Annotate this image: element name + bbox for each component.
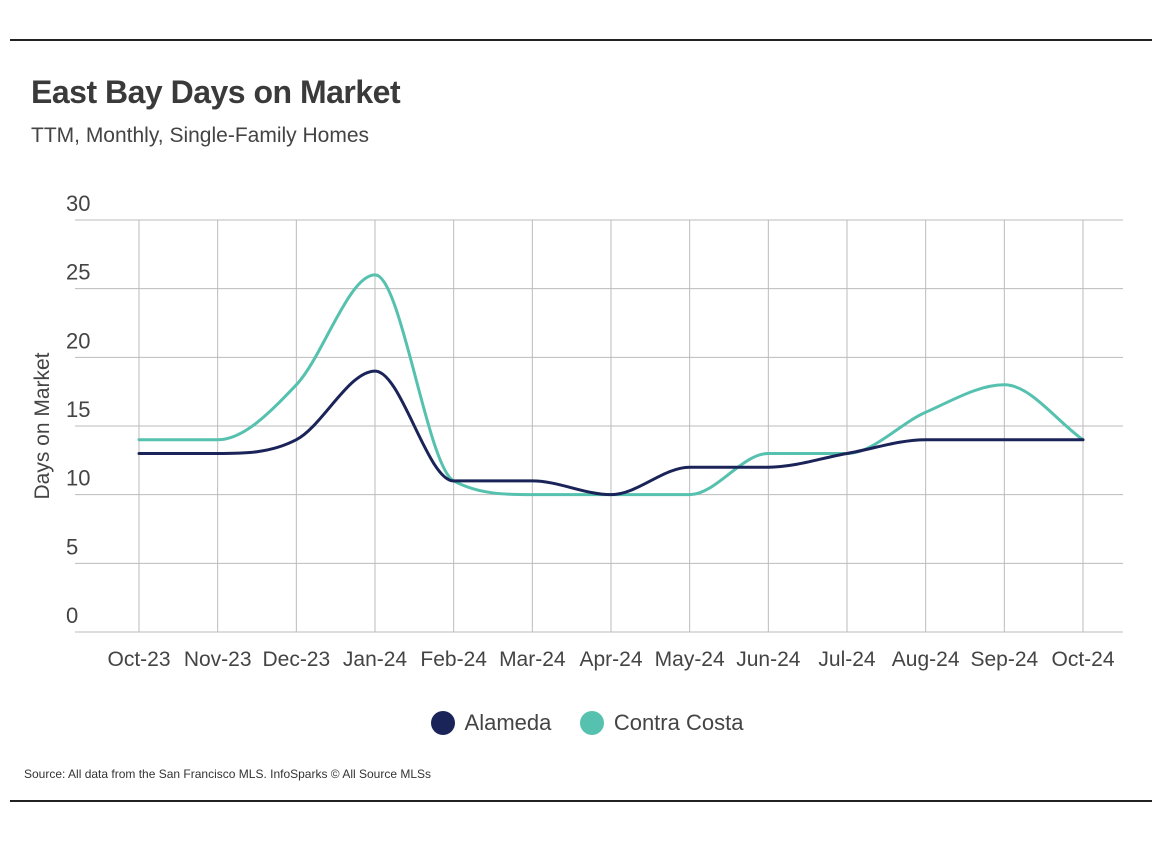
- x-tick-label: Apr-24: [579, 648, 642, 671]
- bottom-rule: [10, 800, 1152, 802]
- x-tick-label: Jan-24: [343, 648, 408, 671]
- x-tick-label: May-24: [655, 648, 725, 671]
- line-chart: 0 5 10 15 20 25 30 Oct-23 Nov-23 Dec-23 Jan-24 Feb-…: [31, 191, 1123, 671]
- y-tick-label: 5: [66, 534, 78, 559]
- y-axis-title: Days on Market: [31, 352, 54, 499]
- x-tick-label: Jul-24: [818, 648, 876, 671]
- x-tick-label: Jun-24: [736, 648, 801, 671]
- chart-subtitle: TTM, Monthly, Single-Family Homes: [31, 124, 370, 147]
- x-tick-label: Aug-24: [892, 648, 960, 671]
- x-tick-label: Sep-24: [970, 648, 1038, 671]
- series-line-contra-costa: [137, 273, 1085, 497]
- legend-label-alameda: Alameda: [464, 710, 552, 735]
- x-tick-label: Feb-24: [420, 648, 487, 671]
- top-rule: [10, 39, 1152, 41]
- y-tick-label: 10: [66, 466, 90, 491]
- legend-swatch-alameda: [430, 711, 455, 735]
- x-tick-label: Dec-23: [262, 648, 330, 671]
- y-tick-label: 0: [66, 603, 78, 628]
- legend-label-contra-costa: Contra Costa: [613, 710, 744, 735]
- legend-item-alameda[interactable]: Alameda: [430, 710, 552, 736]
- legend-item-contra-costa[interactable]: Contra Costa: [579, 710, 744, 736]
- legend: Alameda Contra Costa: [0, 710, 1174, 740]
- series-line-alameda: [137, 369, 1085, 497]
- y-tick-label: 15: [66, 397, 90, 422]
- y-tick-label: 20: [66, 328, 90, 353]
- legend-swatch-contra-costa: [579, 711, 604, 735]
- x-tick-label: Oct-23: [107, 648, 170, 671]
- x-tick-label: Mar-24: [499, 648, 566, 671]
- x-tick-label: Oct-24: [1051, 648, 1114, 671]
- y-tick-label: 25: [66, 260, 90, 285]
- source-note: Source: All data from the San Francisco …: [24, 767, 432, 781]
- chart-title: East Bay Days on Market: [31, 74, 401, 110]
- y-tick-label: 30: [66, 191, 90, 216]
- x-tick-label: Nov-23: [184, 648, 252, 671]
